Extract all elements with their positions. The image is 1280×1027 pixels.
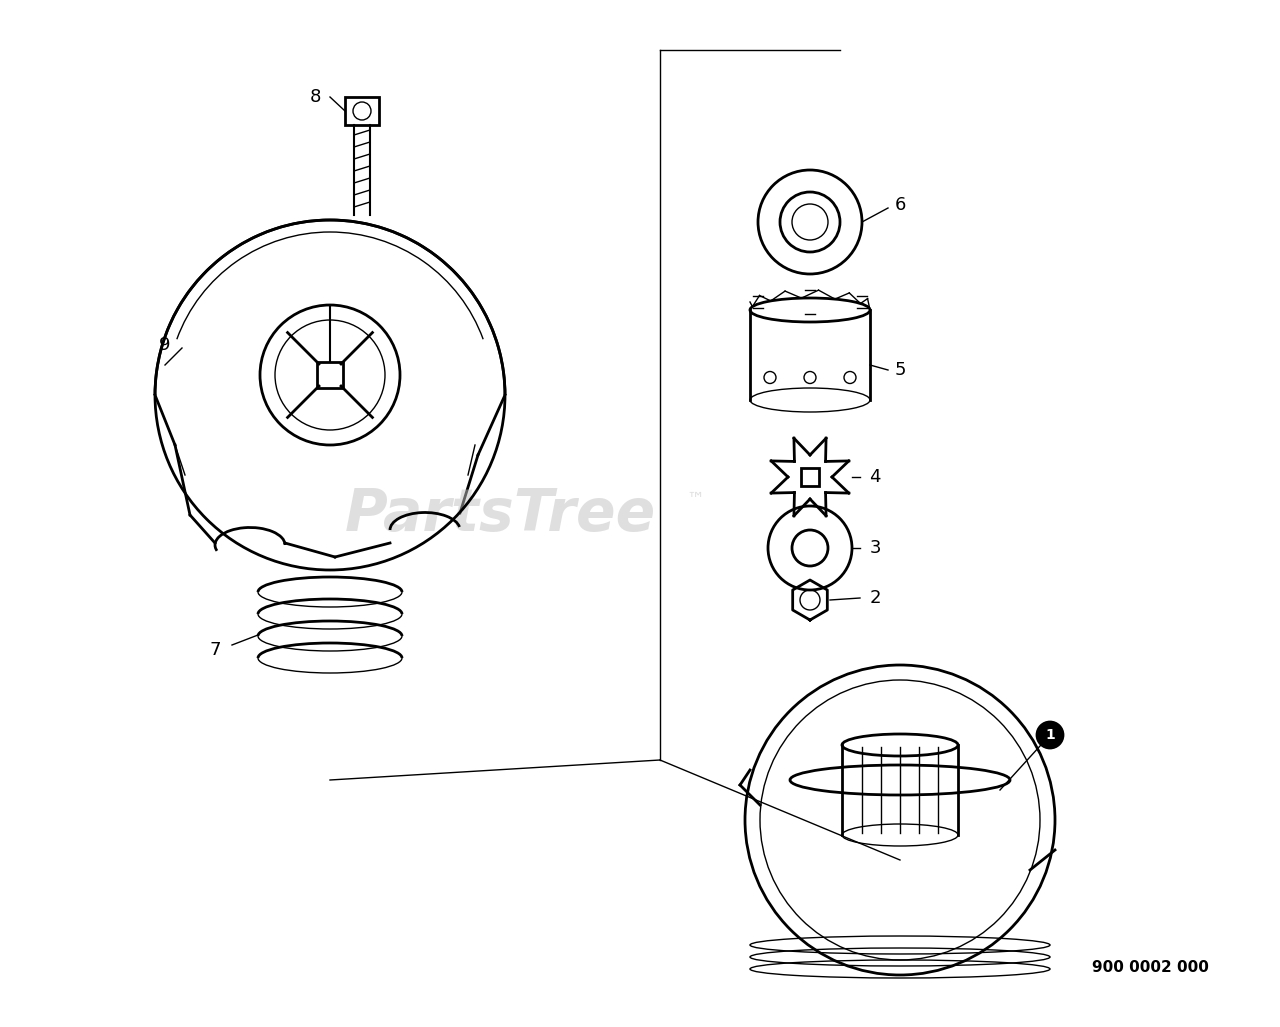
Text: 4: 4 bbox=[869, 468, 881, 486]
Circle shape bbox=[1037, 722, 1062, 748]
Text: 1: 1 bbox=[1046, 728, 1055, 741]
Text: ™: ™ bbox=[686, 491, 704, 509]
Text: 7: 7 bbox=[209, 641, 220, 659]
Text: PartsTree: PartsTree bbox=[344, 487, 655, 543]
Bar bbox=[346, 97, 379, 125]
Text: 8: 8 bbox=[310, 88, 321, 106]
Bar bbox=[317, 362, 343, 388]
Text: 6: 6 bbox=[895, 196, 906, 214]
Text: 5: 5 bbox=[895, 362, 906, 379]
Text: 900 0002 000: 900 0002 000 bbox=[1092, 960, 1208, 976]
Text: 2: 2 bbox=[869, 589, 881, 607]
Bar bbox=[801, 468, 819, 486]
Text: 3: 3 bbox=[869, 539, 881, 557]
Text: 9: 9 bbox=[159, 336, 170, 354]
